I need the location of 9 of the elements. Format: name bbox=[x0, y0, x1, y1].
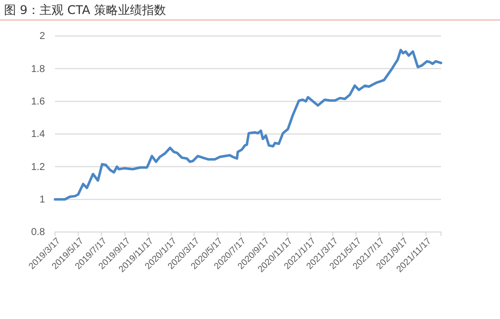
y-tick-label: 0.8 bbox=[31, 227, 46, 238]
y-tick-label: 1 bbox=[39, 194, 46, 206]
y-tick-label: 1.8 bbox=[31, 64, 46, 75]
y-tick-label: 1.4 bbox=[31, 129, 46, 140]
line-series bbox=[54, 48, 442, 201]
y-tick-label: 1.2 bbox=[31, 162, 46, 173]
y-tick-label: 1.6 bbox=[31, 96, 46, 108]
y-tick-label: 2 bbox=[39, 31, 46, 42]
chart-title: 图 9：主观 CTA 策略业绩指数 bbox=[4, 3, 166, 17]
